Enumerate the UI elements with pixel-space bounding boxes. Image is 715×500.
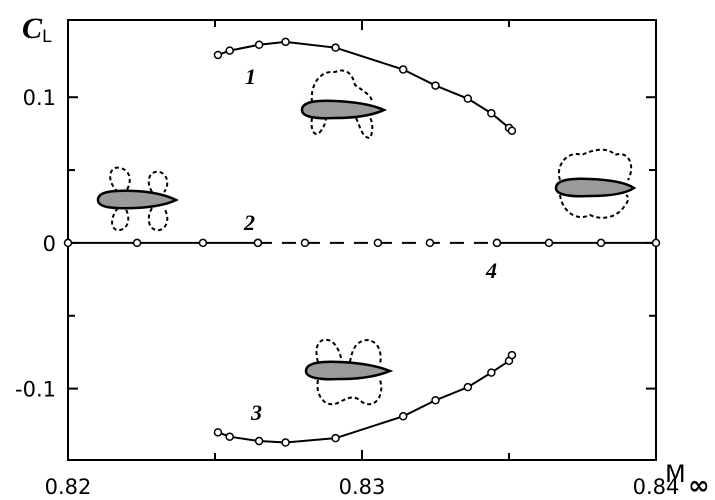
data-point: [254, 40, 264, 50]
y-axis-label: C: [22, 12, 43, 45]
data-point: [132, 238, 142, 248]
curve-label: 4: [485, 258, 497, 283]
data-point: [253, 238, 263, 248]
curve-label: 3: [250, 400, 262, 425]
data-point: [492, 238, 502, 248]
data-point: [281, 37, 290, 47]
x-axis-label: M: [665, 460, 686, 488]
plot-frame: [67, 19, 657, 461]
data-point: [487, 108, 496, 118]
y-tick-label: 0: [43, 232, 56, 256]
data-point: [507, 126, 517, 135]
data-point: [300, 238, 310, 248]
data-point: [431, 81, 440, 90]
data-point: [225, 432, 234, 441]
x-tick-label: 0.84: [633, 475, 680, 499]
data-point: [331, 433, 340, 443]
data-point: [463, 382, 473, 392]
data-point: [544, 238, 554, 248]
data-point: [507, 350, 517, 360]
data-point: [331, 43, 340, 52]
data-point: [254, 436, 264, 446]
x-axis-label-sub: ∞: [688, 471, 710, 500]
y-tick-label: 0.1: [23, 86, 56, 110]
y-tick-label: -0.1: [15, 378, 56, 402]
airfoil-icon: [554, 148, 637, 219]
data-point: [225, 46, 234, 55]
data-point: [425, 238, 435, 248]
curve-label: 2: [243, 210, 255, 235]
data-point: [398, 65, 408, 74]
data-point: [651, 238, 661, 248]
data-point: [198, 238, 208, 248]
y-axis-label-sub: L: [42, 27, 52, 47]
data-point: [431, 396, 440, 405]
airfoil-icon: [300, 69, 388, 140]
airfoil-icon: [304, 338, 394, 406]
x-tick-label: 0.83: [339, 475, 386, 499]
data-point: [487, 368, 496, 377]
data-point: [398, 412, 408, 421]
airfoil-icon: [96, 166, 179, 232]
data-point: [373, 238, 383, 248]
data-point: [281, 438, 290, 447]
data-point: [463, 94, 473, 103]
series-line: [217, 40, 513, 132]
data-point: [63, 238, 73, 248]
x-tick-label: 0.82: [45, 475, 92, 499]
data-point: [596, 238, 606, 248]
data-point: [213, 50, 223, 60]
data-point: [213, 428, 223, 437]
curve-label: 1: [245, 64, 256, 89]
